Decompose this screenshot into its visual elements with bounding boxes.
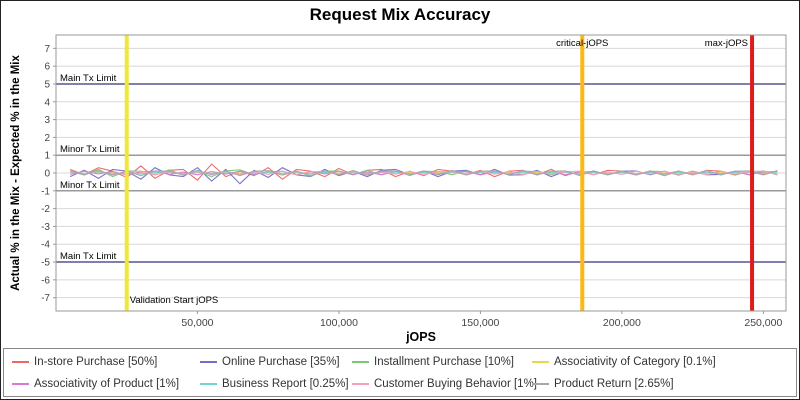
legend-marker bbox=[352, 361, 369, 363]
chart-svg: Main Tx Limit Minor Tx Limit Minor Tx Limi… bbox=[41, 34, 787, 329]
legend-marker bbox=[532, 383, 549, 385]
legend-label: Online Purchase [35%] bbox=[222, 356, 340, 368]
legend-item: In-store Purchase [50%] bbox=[12, 356, 200, 368]
legend: In-store Purchase [50%] Online Purchase [… bbox=[3, 348, 797, 397]
legend-item: Product Return [2.65%] bbox=[532, 378, 674, 390]
y-tick-label: -3 bbox=[41, 222, 50, 233]
legend-marker bbox=[532, 361, 549, 363]
legend-row-1: In-store Purchase [50%] Online Purchase [… bbox=[12, 351, 788, 373]
legend-marker bbox=[200, 361, 217, 363]
legend-label: Customer Buying Behavior [1%] bbox=[374, 378, 537, 390]
y-tick-label: -4 bbox=[41, 240, 50, 251]
limit-line-label: Minor Tx Limit bbox=[60, 180, 120, 191]
y-tick-label: 3 bbox=[44, 115, 50, 126]
legend-marker bbox=[352, 383, 369, 385]
y-tick-label: 4 bbox=[44, 97, 50, 108]
limit-line-label: Main Tx Limit bbox=[60, 73, 117, 84]
x-tick-label: 50,000 bbox=[181, 317, 213, 329]
legend-marker bbox=[12, 383, 29, 385]
y-tick-label: 7 bbox=[44, 44, 50, 55]
y-tick-label: -5 bbox=[41, 258, 50, 269]
y-tick-label: 2 bbox=[44, 133, 50, 144]
y-tick-label: 0 bbox=[44, 169, 50, 180]
y-tick-label: -1 bbox=[41, 186, 50, 197]
legend-label: Associativity of Category [0.1%] bbox=[554, 356, 716, 368]
x-tick-label: 250,000 bbox=[744, 317, 782, 329]
legend-item: Associativity of Category [0.1%] bbox=[532, 356, 716, 368]
legend-marker bbox=[12, 361, 29, 363]
legend-label: In-store Purchase [50%] bbox=[34, 356, 158, 368]
vertical-marker-label: max-jOPS bbox=[705, 38, 748, 49]
legend-label: Product Return [2.65%] bbox=[554, 378, 674, 390]
series-line bbox=[69, 169, 778, 177]
y-tick-label: -7 bbox=[41, 293, 50, 304]
legend-label: Business Report [0.25%] bbox=[222, 378, 349, 390]
legend-item: Associativity of Product [1%] bbox=[12, 378, 200, 390]
legend-label: Associativity of Product [1%] bbox=[34, 378, 180, 390]
y-tick-label: 5 bbox=[44, 79, 50, 90]
legend-marker bbox=[200, 383, 217, 385]
x-tick-label: 100,000 bbox=[320, 317, 358, 329]
legend-item: Online Purchase [35%] bbox=[200, 356, 352, 368]
x-tick-label: 150,000 bbox=[461, 317, 499, 329]
legend-label: Installment Purchase [10%] bbox=[374, 356, 514, 368]
vertical-marker-label: Validation Start jOPS bbox=[130, 295, 219, 306]
limit-line-label: Minor Tx Limit bbox=[60, 144, 120, 155]
limit-line-label: Main Tx Limit bbox=[60, 251, 117, 262]
y-tick-label: 6 bbox=[44, 62, 50, 73]
vertical-marker-label: critical-jOPS bbox=[556, 38, 608, 49]
legend-item: Customer Buying Behavior [1%] bbox=[352, 378, 537, 390]
y-tick-label: -6 bbox=[41, 275, 50, 286]
legend-row-2: Associativity of Product [1%] Business Re… bbox=[12, 373, 788, 395]
legend-item: Business Report [0.25%] bbox=[200, 378, 352, 390]
x-axis-title: jOPS bbox=[406, 330, 436, 344]
chart-title: Request Mix Accuracy bbox=[309, 5, 491, 24]
y-tick-label: 1 bbox=[44, 151, 50, 162]
legend-item: Installment Purchase [10%] bbox=[352, 356, 532, 368]
x-tick-label: 200,000 bbox=[603, 317, 641, 329]
y-tick-label: -2 bbox=[41, 204, 50, 215]
